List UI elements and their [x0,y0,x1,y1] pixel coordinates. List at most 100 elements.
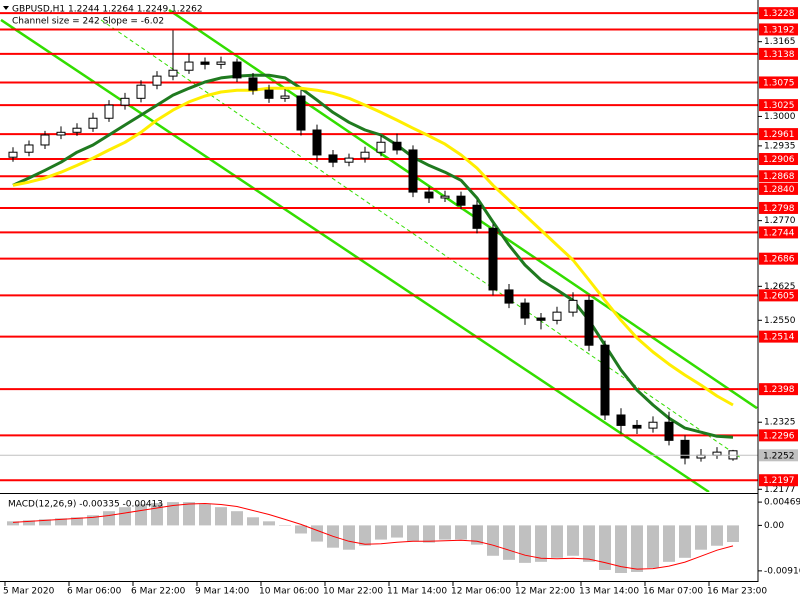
x-tick-label: 10 Mar 22:00 [323,587,383,597]
candle-body [88,117,98,129]
histogram-bar [135,504,147,526]
candle-body [392,141,402,151]
candle-body [216,61,226,65]
level-label: 1.2605 [763,291,795,301]
x-tick-label: 6 Mar 06:00 [67,587,122,597]
x-tick-label: 12 Mar 22:00 [515,587,575,597]
candle-body [488,227,498,291]
y-tick-label: 0.00 [764,521,784,531]
histogram-bar [647,525,659,568]
histogram-bar [23,520,35,526]
last-price-box [759,449,798,462]
candle-body [168,69,178,77]
candle-body [8,151,18,158]
candle-body [24,144,34,153]
level-label: 1.3192 [763,25,795,35]
candle-body [312,129,322,156]
x-tick-label: 6 Mar 22:00 [131,587,186,597]
x-tick-label: 16 Mar 23:00 [707,587,767,597]
histogram-bar [375,525,387,540]
candle-body [552,311,562,321]
candle-body [344,157,354,163]
histogram-bar [343,525,355,550]
y-tick-label: 1.2770 [764,216,796,226]
histogram-bar [167,502,179,526]
histogram-bar [279,525,291,526]
moving-average [12,73,734,439]
candle-body [120,97,130,106]
y-tick-label: 1.2177 [764,485,796,495]
level-label: 1.2840 [763,185,795,195]
signal-line [12,502,734,570]
level-label-box [759,7,798,20]
y-tick-label: 1.2935 [764,141,796,151]
histogram-bar [615,525,627,573]
histogram-bar [503,525,515,560]
level-label-box [759,47,798,60]
histogram-bar [519,525,531,563]
candle-body [440,195,450,199]
histogram-bar [599,525,611,570]
histogram-bar [295,525,307,534]
candle-body [360,151,370,159]
candle-body [232,61,242,79]
histogram-bar [247,517,259,526]
candle-body [296,95,306,131]
candle-body [648,421,658,429]
y-tick-label: 1.3165 [764,37,796,47]
level-label: 1.3075 [763,78,795,88]
histogram-bar [471,525,483,545]
candle-body [584,299,594,346]
y-tick-label: 1.2325 [764,418,796,428]
candle-body [664,421,674,441]
candle-body [568,299,578,313]
x-tick-label: 16 Mar 07:00 [643,587,703,597]
histogram-bar [215,507,227,526]
last-price-label: 1.2252 [763,451,795,461]
candle-body [456,195,466,206]
histogram-bar [55,518,67,526]
histogram-bar [263,521,275,526]
histogram-bar [231,511,243,526]
level-label: 1.2868 [763,172,795,182]
annotation: Channel size = 242 Slope = -6.02 [12,17,164,27]
histogram-bar [119,507,131,526]
histogram-bar [567,525,579,556]
macd-pane [7,502,739,573]
y-tick-label: -0.00916 [764,566,800,576]
y-tick-label: 0.00469 [764,498,800,508]
histogram-bar [439,525,451,540]
candle-body [472,204,482,229]
level-label: 1.3228 [763,9,795,19]
x-tick-label: 12 Mar 06:00 [451,587,511,597]
candle-body [376,141,386,153]
moving-average [12,86,734,407]
level-label: 1.3138 [763,50,795,60]
histogram-bar [455,525,467,540]
level-label-box [759,474,798,487]
histogram-bar [679,525,691,558]
histogram-bar [423,525,435,543]
histogram-bar [87,515,99,526]
level-label-box [759,226,798,239]
candle-body [136,84,146,99]
histogram-bar [663,525,675,562]
level-label: 1.2686 [763,255,795,265]
histogram-bar [583,525,595,562]
histogram-bar [727,525,739,543]
y-tick-label: 1.3000 [764,112,796,122]
x-tick-label: 5 Mar 2020 [3,587,55,597]
level-label-box [759,289,798,302]
y-tick-label: 1.2550 [764,316,796,326]
histogram-bar [551,525,563,558]
histogram-bar [487,525,499,556]
histogram-bar [199,504,211,526]
histogram-bar [631,525,643,572]
candle-body [248,77,258,91]
level-label-box [759,170,798,183]
histogram-bar [391,525,403,538]
level-label: 1.3025 [763,101,795,111]
price-pane [0,8,758,492]
